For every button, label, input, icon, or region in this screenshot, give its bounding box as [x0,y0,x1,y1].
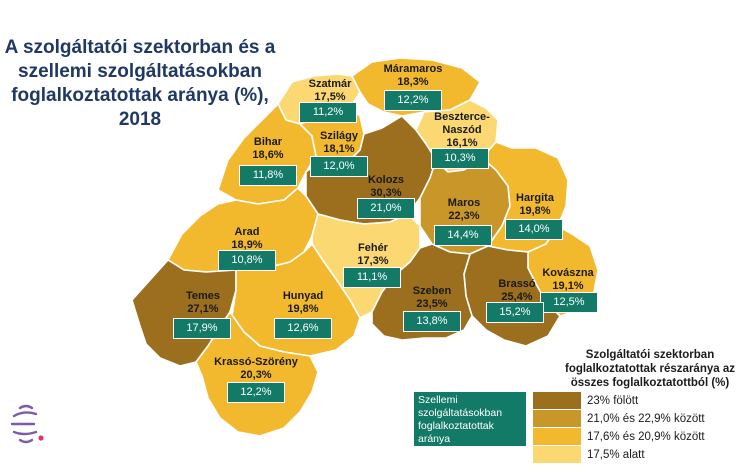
county-pct: 18,1% [323,143,355,155]
legend-intel-line-1: Szellemi [418,394,458,406]
county-pct: 19,8% [287,303,319,315]
intel-box-temes: 17,9% [173,318,231,339]
county-name: Hargita [516,192,554,204]
map-title: A szolgáltatói szektorban és a szellemi … [0,36,280,132]
logo-icon [10,404,44,444]
legend-item-4: 17,5% alatt [533,446,645,463]
county-pct: 27,1% [187,303,219,315]
intel-box-bihar: 11,8% [239,165,297,186]
title-line-3: foglalkoztatottak aránya (%), [11,85,269,106]
intel-box-hargita: 14,0% [505,219,563,240]
county-name: Fehér [358,242,388,254]
label-kolozs: Kolozs 30,3% [368,174,404,200]
county-name: Máramaros [383,63,443,75]
label-szeben: Szeben 23,5% [413,285,452,311]
county-name-line-2: Naszód [442,124,482,136]
legend-swatch [533,428,581,445]
legend-item-2: 21,0% és 22,9% között [533,410,705,427]
label-feher: Fehér 17,3% [357,242,388,268]
legend-title-line-3: összes foglalkoztatottból (%) [570,377,730,389]
intel-box-szeben: 13,8% [403,311,461,332]
county-name: Arad [234,226,260,238]
label-szatmar: Szatmár 17,5% [309,78,352,104]
county-name: Maros [447,197,481,209]
county-pct: 30,3% [370,187,402,199]
label-beszterce: Beszterce- Naszód 16,1% [434,111,490,150]
legend-swatch [533,392,581,409]
label-hunyad: Hunyad 19,8% [283,290,323,316]
legend-title: Szolgáltatói szektorban foglalkoztatotta… [560,348,740,390]
label-temes: Temes 27,1% [186,290,220,316]
legend-intel-box: Szellemi szolgáltatásokban foglalkoztato… [414,392,526,446]
intel-box-krasso: 12,2% [227,382,285,403]
intel-box-brasso: 15,2% [486,302,544,323]
county-name: Szilágy [320,130,358,142]
legend-intel-line-2: szolgáltatásokban [418,407,503,419]
legend-intel-line-3: foglalkoztatottak [418,420,494,432]
legend-label: 23% fölött [587,394,639,407]
intel-box-arad: 10,8% [218,250,276,271]
county-pct: 18,6% [252,149,284,161]
label-brasso: Brassó 25,4% [498,278,535,304]
legend-label: 17,6% és 20,9% között [587,430,705,443]
intel-box-maramaros: 12,2% [384,90,442,111]
label-maros: Maros 22,3% [448,197,480,223]
label-arad: Arad 18,9% [231,226,262,252]
label-maramaros: Máramaros 18,3% [384,63,443,89]
county-pct: 18,9% [231,239,263,251]
intel-box-hunyad: 12,6% [274,318,332,339]
legend-swatch [533,446,581,463]
county-name-line-1: Beszterce- [434,111,490,123]
county-pct: 25,4% [501,291,533,303]
county-name: Temes [185,290,221,302]
title-line-2: szellemi szolgáltatásokban [18,61,262,82]
county-pct: 22,3% [448,210,480,222]
county-name: Szeben [412,285,452,297]
legend-intel-line-4: aránya [418,433,451,445]
county-pct: 20,3% [240,369,272,381]
intel-box-szatmar: 11,2% [299,102,357,123]
intel-box-kovaszna: 12,5% [540,292,598,313]
label-hargita: Hargita 19,8% [516,192,554,218]
county-name: Brassó [498,278,536,290]
title-line-4: 2018 [118,109,162,130]
county-pct: 23,5% [416,298,448,310]
county-pct: 19,1% [552,280,584,292]
county-name: Kolozs [367,174,405,186]
county-pct: 19,8% [519,205,551,217]
label-kovaszna: Kovászna 19,1% [542,267,593,293]
county-name: Krassó-Szörény [214,356,298,368]
legend-swatch [533,410,581,427]
legend-title-line-2: foglalkoztatottak részaránya az [564,363,735,375]
county-name: Szatmár [308,78,352,90]
legend-item-1: 23% fölött [533,392,638,409]
label-bihar: Bihar 18,6% [252,136,283,162]
county-name: Kovászna [542,267,594,279]
county-pct: 17,3% [357,255,389,267]
legend-label: 21,0% és 22,9% között [587,412,705,425]
legend-label: 17,5% alatt [587,448,645,461]
label-szilagy: Szilágy 18,1% [320,130,358,156]
legend-item-3: 17,6% és 20,9% között [533,428,705,445]
intel-box-feher: 11,1% [343,267,401,288]
intel-box-beszterce: 10,3% [431,148,489,169]
intel-box-kolozs: 21,0% [357,198,415,219]
county-krasso [195,311,319,437]
county-pct: 18,3% [397,76,429,88]
title-line-1: A szolgáltatói szektorban és a [4,37,276,58]
intel-box-szilagy: 12,0% [310,156,368,177]
county-pct: 17,5% [314,91,346,103]
county-pct: 16,1% [446,137,478,149]
county-name: Hunyad [282,290,324,302]
intel-box-maros: 14,4% [434,225,492,246]
legend-title-line-1: Szolgáltatói szektorban [585,349,715,361]
county-name: Bihar [253,136,283,148]
label-krasso: Krassó-Szörény 20,3% [214,356,298,382]
